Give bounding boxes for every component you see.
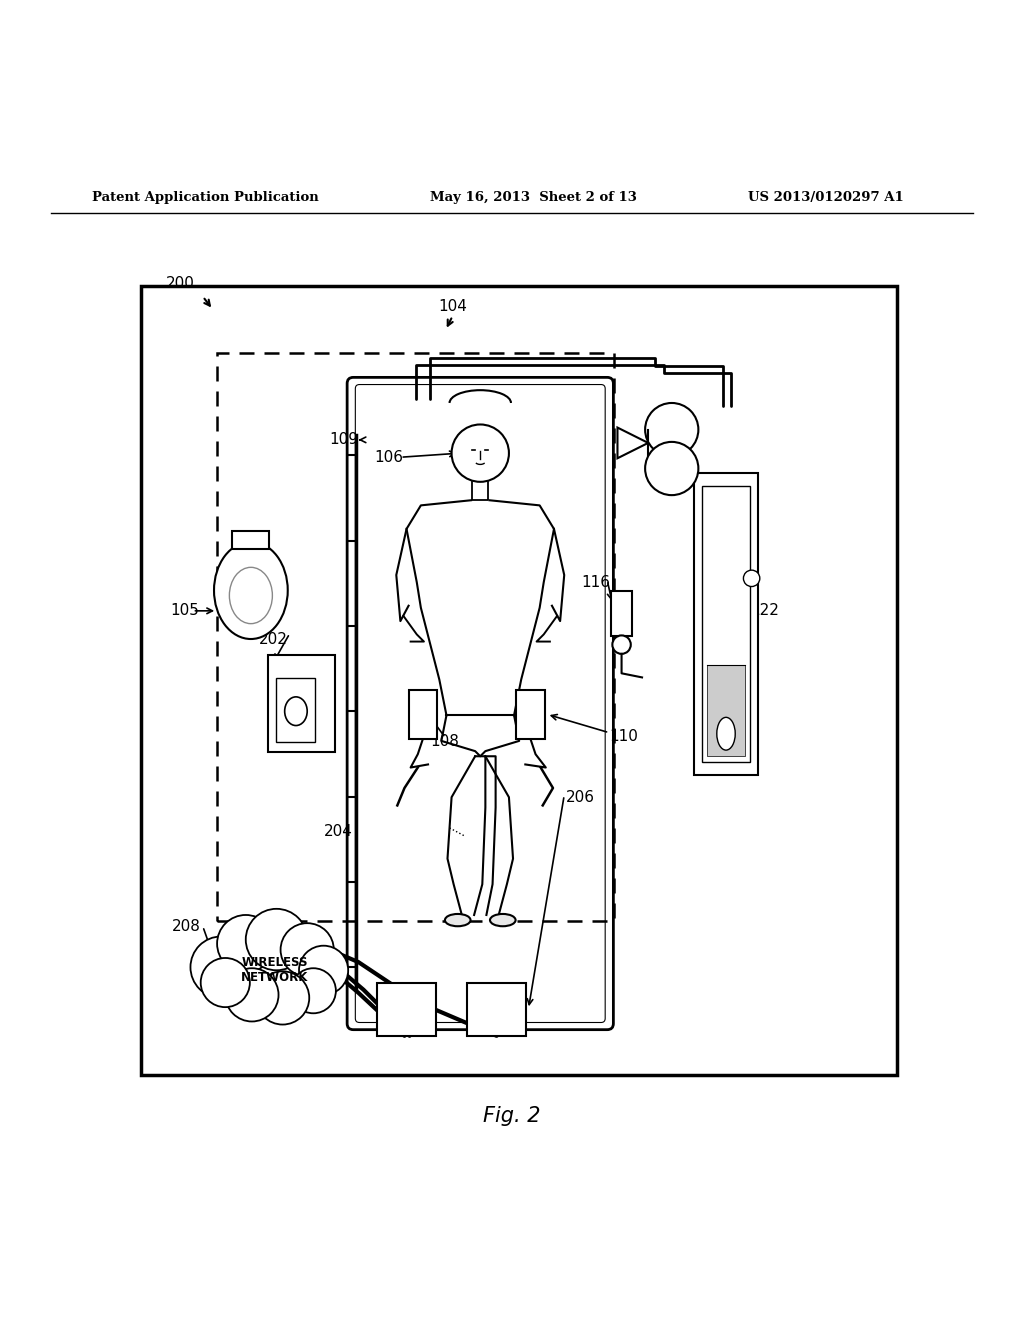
Text: 110: 110 xyxy=(609,729,638,744)
FancyBboxPatch shape xyxy=(347,378,613,1030)
Circle shape xyxy=(645,403,698,457)
Text: 106: 106 xyxy=(375,450,403,465)
Bar xyxy=(707,665,745,756)
Circle shape xyxy=(612,635,631,653)
Text: US 2013/0120297 A1: US 2013/0120297 A1 xyxy=(748,190,903,203)
Circle shape xyxy=(217,915,274,973)
Circle shape xyxy=(299,945,348,995)
Bar xyxy=(516,689,545,739)
Bar xyxy=(268,655,335,752)
Text: 202: 202 xyxy=(259,632,288,647)
Circle shape xyxy=(225,969,279,1022)
Circle shape xyxy=(190,936,252,998)
Text: 117: 117 xyxy=(665,413,693,428)
Text: 109: 109 xyxy=(330,433,358,447)
Bar xyxy=(276,678,315,742)
Circle shape xyxy=(743,570,760,586)
Ellipse shape xyxy=(285,697,307,726)
Circle shape xyxy=(452,425,509,482)
Ellipse shape xyxy=(444,913,470,927)
Bar xyxy=(232,531,269,549)
Polygon shape xyxy=(617,428,648,458)
Bar xyxy=(611,591,632,636)
Bar xyxy=(467,982,526,1036)
Circle shape xyxy=(291,969,336,1014)
Ellipse shape xyxy=(717,717,735,750)
Circle shape xyxy=(256,972,309,1024)
Text: 206: 206 xyxy=(566,789,595,805)
Text: 108: 108 xyxy=(430,734,459,750)
Text: Fig. 2: Fig. 2 xyxy=(483,1106,541,1126)
Text: 122: 122 xyxy=(751,603,779,618)
Circle shape xyxy=(201,958,250,1007)
Circle shape xyxy=(281,923,334,977)
Bar xyxy=(702,486,750,763)
Bar xyxy=(377,982,436,1036)
Text: 104: 104 xyxy=(438,300,467,314)
Bar xyxy=(217,352,614,921)
Text: 105: 105 xyxy=(170,603,199,618)
Ellipse shape xyxy=(489,913,515,927)
Bar xyxy=(694,473,758,775)
Bar xyxy=(141,286,897,1074)
Ellipse shape xyxy=(214,541,288,639)
Bar xyxy=(409,689,437,739)
Text: 116: 116 xyxy=(582,574,610,590)
Circle shape xyxy=(246,909,307,970)
Circle shape xyxy=(645,442,698,495)
Text: 200: 200 xyxy=(166,276,195,290)
Text: WIRELESS
NETWORK: WIRELESS NETWORK xyxy=(241,956,308,985)
Text: Patent Application Publication: Patent Application Publication xyxy=(92,190,318,203)
Text: 208: 208 xyxy=(172,919,201,933)
Text: May 16, 2013  Sheet 2 of 13: May 16, 2013 Sheet 2 of 13 xyxy=(430,190,637,203)
Text: 204: 204 xyxy=(324,824,352,838)
